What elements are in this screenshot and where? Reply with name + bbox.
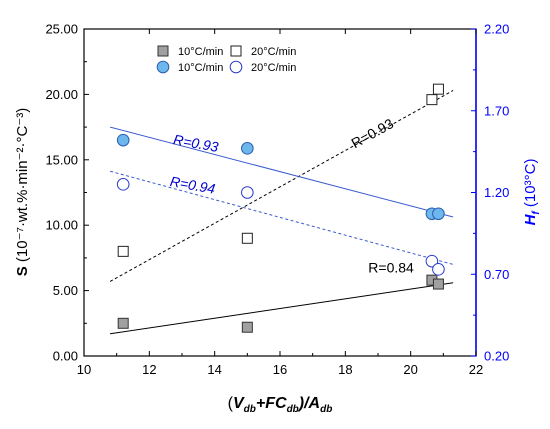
legend-marker bbox=[229, 60, 243, 74]
x-tick-label: 18 bbox=[338, 362, 352, 377]
legend-label: 20°C/min bbox=[251, 62, 296, 74]
data-point-series-3 bbox=[116, 178, 130, 191]
x-tick-label: 12 bbox=[142, 362, 156, 377]
fits-layer bbox=[109, 90, 454, 335]
x-tick-label: 20 bbox=[403, 362, 417, 377]
data-point-series-3 bbox=[425, 254, 439, 268]
fit-line-series-2 bbox=[110, 126, 454, 218]
legend-marker bbox=[230, 45, 242, 57]
y-right-tick-label: 0.70 bbox=[484, 267, 509, 282]
y-left-tick-label: 25.00 bbox=[45, 22, 78, 37]
fit-line-series-0 bbox=[110, 282, 454, 335]
data-point-series-3 bbox=[432, 263, 445, 276]
data-point-series-1 bbox=[432, 83, 444, 95]
data-point-series-3 bbox=[241, 186, 254, 199]
y-left-tick-label: 20.00 bbox=[45, 87, 78, 102]
data-point-series-0 bbox=[241, 321, 253, 333]
y-left-tick-label: 10.00 bbox=[45, 218, 78, 233]
y-right-tick-label: 1.20 bbox=[484, 185, 509, 200]
y-right-tick-label: 1.70 bbox=[484, 103, 509, 118]
markers-layer bbox=[116, 83, 445, 333]
data-point-series-1 bbox=[117, 245, 129, 257]
y-right-axis-title: Hf (10³°C) bbox=[522, 159, 542, 226]
x-axis-title: (Vdb+FCdb)/Adb bbox=[228, 395, 333, 415]
plot-frame bbox=[83, 28, 477, 357]
data-point-series-2 bbox=[116, 133, 130, 147]
data-point-series-0 bbox=[432, 278, 444, 290]
x-tick-label: 10 bbox=[77, 362, 91, 377]
y-left-tick-label: 0.00 bbox=[53, 349, 78, 364]
legend-label: 20°C/min bbox=[251, 46, 296, 58]
correlation-label: R=0.84 bbox=[368, 259, 414, 275]
x-tick-label: 14 bbox=[207, 362, 221, 377]
data-point-series-0 bbox=[117, 317, 129, 329]
ticks-layer: 10 12 14 16 18 20 22 0.00 5.00 10.00 15.00 20.00 25.… bbox=[45, 22, 509, 378]
data-point-series-1 bbox=[426, 94, 438, 106]
y-left-tick-label: 5.00 bbox=[53, 283, 78, 298]
legend-marker bbox=[156, 60, 170, 74]
legend: 10°C/min 20°C/min 10°C/min 20°C/min bbox=[156, 45, 296, 74]
data-point-series-1 bbox=[241, 232, 253, 244]
legend-label: 10°C/min bbox=[178, 62, 223, 74]
legend-label: 10°C/min bbox=[178, 46, 223, 58]
data-point-series-2 bbox=[241, 142, 254, 155]
y-left-tick-label: 15.00 bbox=[45, 152, 78, 167]
y-right-tick-label: 2.20 bbox=[484, 22, 509, 37]
y-right-tick-label: 0.20 bbox=[484, 349, 509, 364]
x-tick-label: 22 bbox=[469, 362, 483, 377]
correlation-label: R=0.93 bbox=[172, 131, 220, 155]
x-tick-label: 16 bbox=[273, 362, 287, 377]
fit-line-series-3 bbox=[110, 170, 454, 265]
fit-line-series-1 bbox=[109, 90, 454, 282]
legend-marker bbox=[157, 45, 169, 57]
annotations-layer: R=0.93 R=0.84 R=0.93 R=0.94 bbox=[169, 115, 414, 275]
data-point-series-2 bbox=[432, 207, 445, 221]
correlation-label: R=0.94 bbox=[169, 173, 217, 197]
y-left-axis-title: S (10⁻⁷·wt.%·min⁻²·°C⁻³) bbox=[14, 108, 31, 277]
correlation-label: R=0.93 bbox=[349, 115, 397, 151]
